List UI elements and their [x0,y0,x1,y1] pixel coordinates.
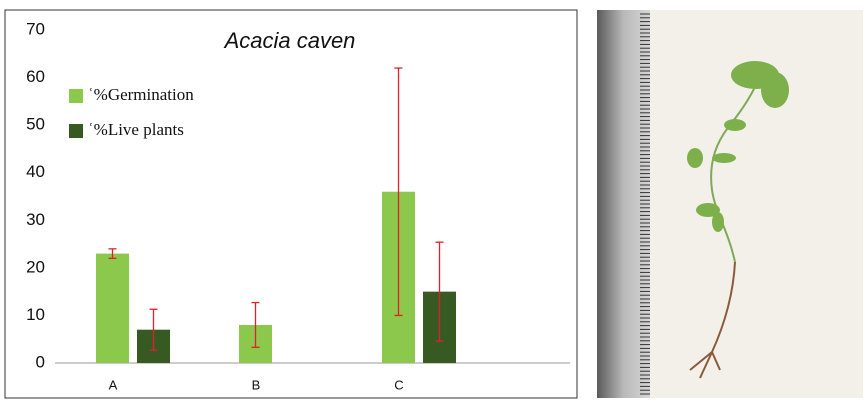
y-tick-label: 20 [26,257,45,276]
chart-title: Acacia caven [223,28,356,53]
y-tick-label: 0 [36,352,45,371]
page: Acacia caven 0 10 20 30 40 50 60 70 A B C ʿ%Germina… [0,0,868,407]
chart-frame [5,10,577,398]
figure: Acacia caven 0 10 20 30 40 50 60 70 A B C ʿ%Germina… [0,0,868,402]
bar [96,254,129,363]
ruler-ticks [640,14,650,394]
photo [597,10,863,398]
legend-label: ʿ%Live plants [88,120,184,139]
y-tick-label: 10 [26,305,45,324]
y-tick-label: 50 [26,115,45,134]
y-tick-label: 40 [26,162,45,181]
x-tick-label: C [394,377,403,392]
legend-swatch [69,124,83,138]
y-tick-label: 30 [26,210,45,229]
x-tick-label: A [109,377,118,392]
x-tick-label: B [252,377,261,392]
y-tick-label: 60 [26,67,45,86]
legend-swatch [69,89,83,103]
legend-label: ʿ%Germination [88,85,194,104]
y-tick-label: 70 [26,19,45,38]
